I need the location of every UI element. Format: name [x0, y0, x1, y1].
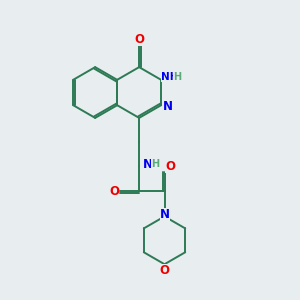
Text: N: N	[163, 100, 173, 113]
Text: O: O	[109, 184, 119, 198]
Text: N: N	[160, 208, 170, 221]
Text: NH: NH	[161, 72, 179, 82]
Text: O: O	[160, 264, 170, 277]
Text: O: O	[165, 160, 175, 173]
Text: H: H	[173, 72, 181, 82]
Text: H: H	[152, 160, 160, 170]
Text: O: O	[134, 33, 144, 46]
Text: N: N	[142, 158, 152, 171]
